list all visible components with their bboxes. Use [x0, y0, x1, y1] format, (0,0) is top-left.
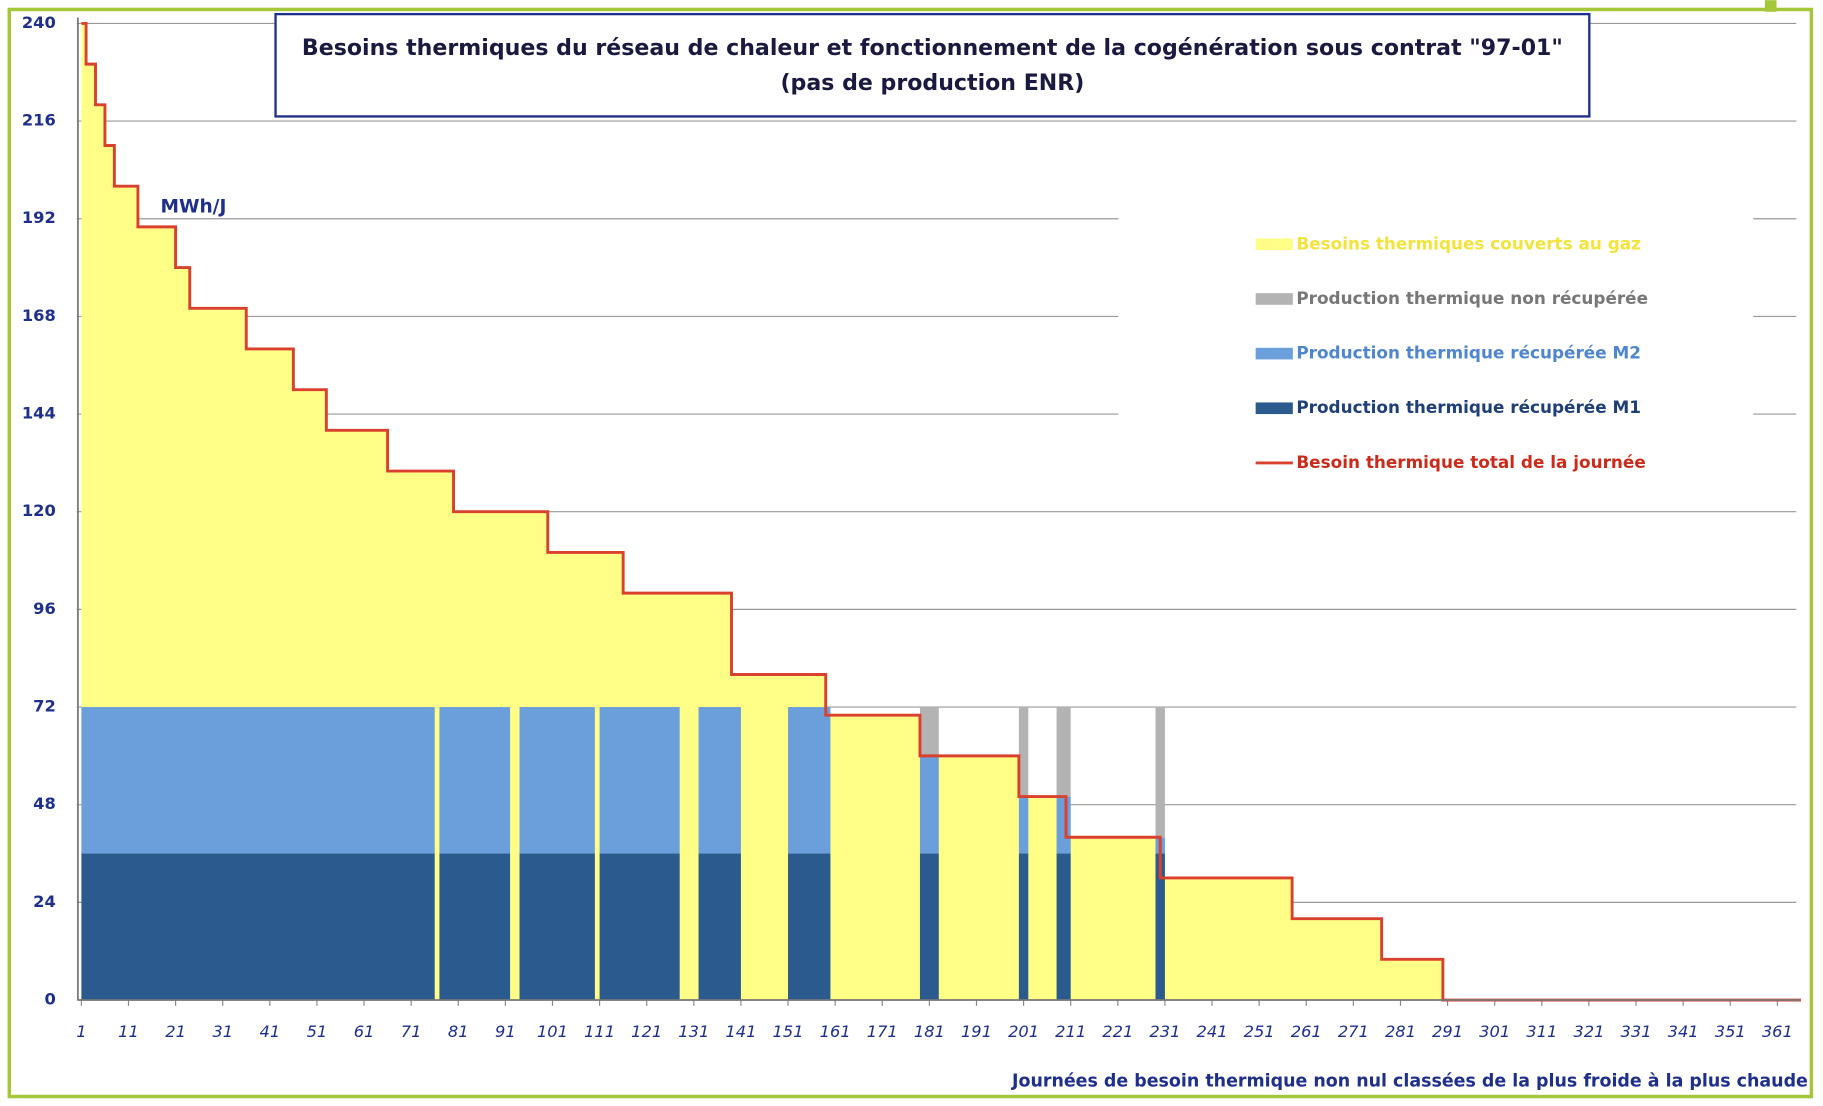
y-tick-label: 192 [22, 208, 56, 227]
x-tick-label: 221 [1102, 1022, 1133, 1041]
legend-label: Besoin thermique total de la journée [1296, 452, 1645, 472]
lost-bar [919, 707, 939, 756]
x-tick-label: 281 [1385, 1022, 1416, 1041]
m1-bar [439, 853, 511, 1001]
y-tick-label: 72 [33, 697, 56, 716]
m2-bar [519, 707, 595, 854]
x-tick-label: 31 [212, 1022, 233, 1041]
y-tick-label: 168 [22, 306, 56, 325]
y-tick-label: 24 [33, 892, 56, 911]
x-tick-label: 81 [448, 1022, 469, 1041]
x-tick-label: 11 [118, 1022, 139, 1041]
demand-line [81, 21, 1801, 1002]
x-tick-label: 181 [914, 1022, 945, 1041]
x-tick-label: 51 [307, 1022, 328, 1041]
m1-bar [519, 853, 595, 1001]
x-tick-label: 121 [631, 1022, 662, 1041]
lost-bar [1056, 707, 1071, 797]
chart-subtitle: (pas de production ENR) [780, 71, 1084, 96]
y-tick-label: 96 [33, 599, 56, 618]
y-tick-label: 48 [33, 794, 56, 813]
x-tick-label: 321 [1573, 1022, 1604, 1041]
x-tick-label: 61 [354, 1022, 375, 1041]
legend-background [1118, 200, 1754, 491]
m2-bar [1056, 796, 1071, 854]
x-tick-label: 71 [401, 1022, 422, 1041]
x-tick-label: 361 [1762, 1022, 1793, 1041]
x-tick-label: 251 [1244, 1022, 1275, 1041]
x-tick-label: 291 [1432, 1022, 1463, 1041]
m2-bar [698, 707, 741, 854]
frame-mark [1764, 0, 1777, 12]
legend-label: Production thermique récupérée M2 [1296, 343, 1641, 363]
x-tick-label: 341 [1668, 1022, 1699, 1041]
chart-title: Besoins thermiques du réseau de chaleur … [302, 36, 1563, 61]
legend-swatch [1255, 402, 1293, 415]
m1-bar [1056, 853, 1071, 1001]
x-tick-label: 331 [1621, 1022, 1652, 1041]
y-tick-label: 120 [22, 501, 56, 520]
legend-label: Besoins thermiques couverts au gaz [1296, 233, 1641, 253]
x-tick-label: 351 [1715, 1022, 1746, 1041]
x-tick-label: 201 [1008, 1022, 1039, 1041]
x-tick-label: 131 [678, 1022, 709, 1041]
lost-bar [1155, 707, 1165, 838]
x-tick-label: 111 [584, 1022, 615, 1041]
gas-area [81, 23, 1801, 1001]
x-tick-label: 191 [961, 1022, 992, 1041]
title-box [274, 12, 1591, 118]
legend-swatch [1255, 347, 1293, 360]
x-tick-label: 21 [165, 1022, 186, 1041]
m2-bar [599, 707, 680, 854]
x-tick-label: 231 [1149, 1022, 1180, 1041]
x-axis-label: Journées de besoin thermique non nul cla… [1011, 1071, 1808, 1091]
m2-bar [81, 707, 435, 854]
legend-label: Production thermique récupérée M1 [1296, 397, 1641, 417]
y-tick-label: 216 [22, 111, 56, 130]
x-tick-label: 261 [1291, 1022, 1322, 1041]
x-tick-label: 171 [867, 1022, 898, 1041]
m1-bar [698, 853, 741, 1001]
m1-bar [788, 853, 831, 1001]
lost-bar [1018, 707, 1029, 797]
x-tick-label: 91 [495, 1022, 516, 1041]
x-tick-label: 301 [1479, 1022, 1510, 1041]
m2-bar [439, 707, 511, 854]
m2-bar [788, 707, 831, 854]
x-tick-label: 311 [1526, 1022, 1557, 1041]
legend-label: Production thermique non récupérée [1296, 288, 1648, 308]
legend-swatch [1255, 293, 1293, 305]
m1-bar [1155, 853, 1165, 1001]
x-tick-label: 141 [725, 1022, 756, 1041]
y-tick-label: 240 [22, 13, 56, 32]
m1-bar [919, 853, 939, 1001]
y-tick-label: 0 [44, 990, 55, 1009]
legend-swatch [1255, 238, 1293, 251]
legend: Besoins thermiques couverts au gaz Produc… [1255, 233, 1648, 472]
x-tick-label: 1 [76, 1022, 86, 1041]
x-tick-label: 41 [259, 1022, 280, 1041]
m2-bar [1018, 796, 1029, 854]
m2-bar [919, 755, 939, 854]
m1-bar [1018, 853, 1029, 1001]
y-tick-label: 144 [22, 404, 56, 423]
x-tick-label: 101 [537, 1022, 568, 1041]
m1-bar [599, 853, 680, 1001]
x-tick-label: 211 [1055, 1022, 1086, 1041]
m1-bar [81, 853, 435, 1001]
x-tick-label: 241 [1197, 1022, 1228, 1041]
x-tick-label: 271 [1338, 1022, 1369, 1041]
x-tick-label: 161 [820, 1022, 851, 1041]
y-axis-label: MWh/J [160, 197, 226, 218]
x-tick-label: 151 [773, 1022, 804, 1041]
